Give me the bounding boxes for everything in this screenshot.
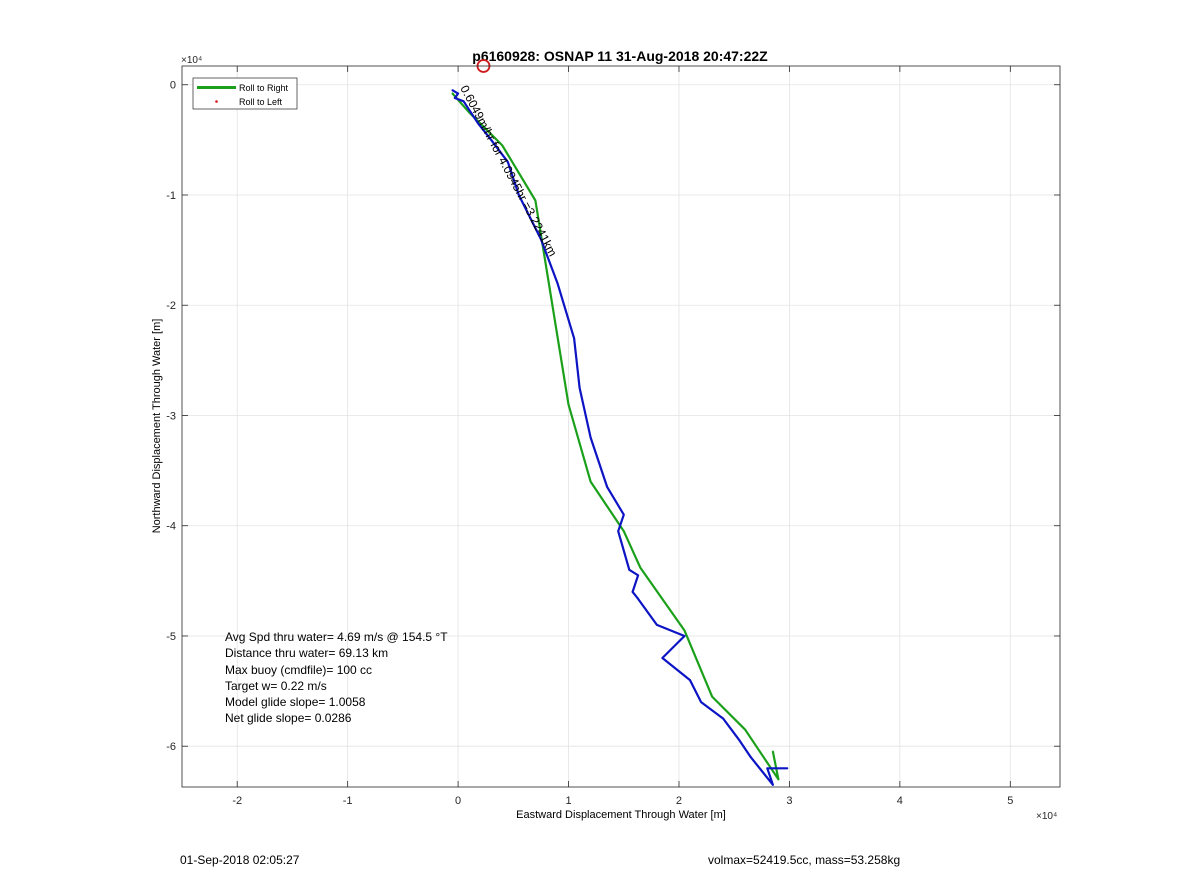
legend-marker-left	[215, 100, 218, 103]
x-tick-label: 1	[565, 795, 571, 807]
stat-distance: Distance thru water= 69.13 km	[225, 646, 388, 660]
x-tick-label: -2	[232, 795, 242, 807]
footer-timestamp: 01-Sep-2018 02:05:27	[180, 853, 300, 867]
x-axis-label: Eastward Displacement Through Water [m]	[516, 809, 726, 821]
x-tick-label: 3	[786, 795, 792, 807]
legend-label-left: Roll to Left	[239, 97, 283, 107]
y-axis-label: Northward Displacement Through Water [m]	[151, 319, 163, 534]
y-tick-label: -2	[166, 300, 176, 312]
x-tick-label: 4	[897, 795, 903, 807]
x-tick-label: -1	[343, 795, 353, 807]
stat-net-glide: Net glide slope= 0.0286	[225, 711, 352, 725]
x-tick-label: 5	[1007, 795, 1013, 807]
legend: Roll to Right Roll to Left	[192, 77, 298, 110]
x-axis-exponent: ×10⁴	[1036, 811, 1057, 822]
series-track-line	[451, 89, 789, 786]
y-tick-label: -6	[166, 741, 176, 753]
footer-volmax-mass: volmax=52419.5cc, mass=53.258kg	[708, 853, 901, 867]
chart-title: p6160928: OSNAP 11 31-Aug-2018 20:47:22Z	[472, 48, 768, 64]
y-axis-exponent: ×10⁴	[181, 55, 202, 66]
y-tick-label: 0	[170, 80, 176, 92]
y-tick-label: -3	[166, 410, 176, 422]
stat-max-buoy: Max buoy (cmdfile)= 100 cc	[225, 663, 372, 677]
series-roll-right-line	[451, 92, 780, 781]
y-tick-label: -1	[166, 190, 176, 202]
stat-model-glide: Model glide slope= 1.0058	[225, 695, 366, 709]
x-tick-label: 2	[676, 795, 682, 807]
axis-ticks: -2 -1 0 1 2 3 4 5 -6 -5 -4 -3 -2 -1 0	[166, 66, 1060, 807]
stat-avg-speed: Avg Spd thru water= 4.69 m/s @ 154.5 °T	[225, 630, 448, 644]
plot-area	[182, 66, 1060, 787]
legend-box	[192, 77, 298, 110]
legend-label-right: Roll to Right	[239, 83, 289, 93]
plot-frame	[181, 65, 1061, 788]
x-tick-label: 0	[455, 795, 461, 807]
stats-annotations: Avg Spd thru water= 4.69 m/s @ 154.5 °T …	[225, 630, 448, 725]
y-tick-label: -4	[166, 521, 176, 533]
stat-target-w: Target w= 0.22 m/s	[225, 679, 327, 693]
y-tick-label: -5	[166, 631, 176, 643]
